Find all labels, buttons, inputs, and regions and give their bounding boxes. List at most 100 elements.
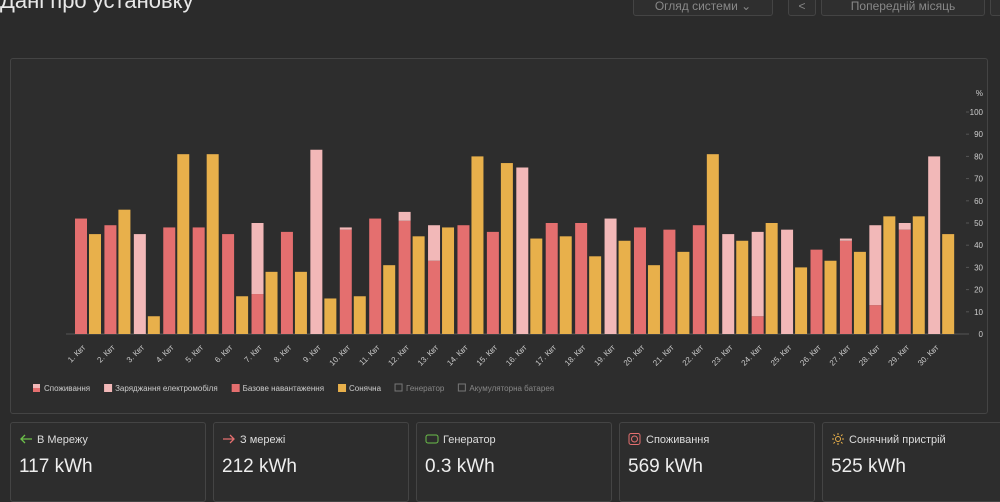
bar	[353, 296, 366, 334]
bar-segment	[751, 316, 764, 334]
legend-swatch	[33, 384, 40, 388]
view-select[interactable]: Огляд системи ⌄	[633, 0, 773, 16]
bar-segment	[692, 225, 705, 334]
x-tick-label: 2. Квт	[95, 343, 117, 365]
x-tick-label: 18. Квт	[563, 343, 588, 368]
x-tick-label: 23. Квт	[710, 343, 735, 368]
bar	[471, 156, 484, 334]
x-tick-label: 19. Квт	[592, 343, 617, 368]
bar	[530, 238, 543, 334]
x-tick-label: 1. Квт	[66, 343, 88, 365]
bar-segment	[133, 234, 146, 334]
bar-segment	[104, 225, 117, 334]
y-tick-label: 40	[974, 241, 983, 250]
bar	[265, 271, 278, 334]
x-tick-label: 11. Квт	[357, 343, 381, 367]
legend-swatch	[457, 383, 466, 392]
legend-swatch	[33, 388, 40, 392]
bar	[118, 209, 131, 334]
bar	[795, 267, 808, 334]
bar	[383, 265, 396, 334]
legend-label: Споживання	[44, 384, 90, 393]
bar	[442, 227, 455, 334]
x-tick-label: 29. Квт	[887, 343, 912, 368]
prev-button[interactable]: <	[788, 0, 816, 16]
legend-swatch	[104, 384, 113, 392]
bar-segment	[839, 238, 852, 241]
legend-label: Генератор	[406, 384, 445, 393]
bar	[177, 154, 190, 334]
period-button[interactable]: Попередній місяць	[821, 0, 985, 16]
x-tick-label: 21. Квт	[651, 343, 676, 368]
y-tick-label: 50	[974, 219, 983, 228]
x-tick-label: 17. Квт	[534, 343, 559, 368]
bar-segment	[339, 229, 352, 334]
y-tick-label: 20	[974, 286, 983, 295]
card-value: 0.3 kWh	[425, 456, 495, 477]
bar-segment	[633, 227, 646, 334]
bar-segment	[457, 225, 470, 334]
bar-segment	[369, 218, 382, 334]
bar	[912, 216, 925, 334]
bar-segment	[751, 231, 764, 317]
legend-swatch	[394, 383, 403, 392]
x-tick-label: 16. Квт	[504, 343, 529, 368]
bar-segment	[722, 234, 735, 334]
icon	[223, 434, 235, 444]
bar	[89, 234, 101, 334]
icon	[832, 433, 844, 445]
bar-segment	[310, 149, 323, 334]
bar-segment	[898, 223, 911, 230]
bar-segment	[163, 227, 176, 334]
bar-segment	[545, 223, 558, 334]
legend-item: Генератор	[394, 383, 445, 393]
y-tick-label: 80	[974, 152, 983, 161]
bar-segment	[516, 167, 529, 334]
x-tick-label: 3. Квт	[125, 343, 147, 365]
bar	[500, 163, 513, 334]
x-tick-label: 15. Квт	[475, 343, 500, 368]
card-value: 569 kWh	[628, 456, 703, 477]
x-tick-label: 6. Квт	[213, 343, 235, 365]
bar	[589, 256, 602, 334]
legend-swatch	[231, 384, 240, 392]
card-title: Сонячний пристрій	[849, 434, 946, 446]
next-button[interactable]	[990, 0, 1000, 16]
chart-panel: % 0 10 20 30 40 50 60 70 80 90 100 1. Квт 2. Квт 3. Кв…	[10, 58, 988, 414]
x-tick-label: 20. Квт	[622, 343, 647, 368]
bar-segment	[222, 234, 235, 334]
view-select-label: Огляд системи	[654, 0, 738, 13]
card: В Мережу 117 kWh	[10, 422, 206, 502]
bar	[559, 236, 572, 334]
x-tick-label: 13. Квт	[416, 343, 441, 368]
bar-segment	[339, 227, 352, 230]
x-tick-label: 22. Квт	[681, 343, 706, 368]
card-title: Генератор	[443, 434, 496, 446]
bar-segment	[869, 305, 882, 334]
x-tick-label: 14. Квт	[445, 343, 470, 368]
x-tick-label: 25. Квт	[769, 343, 794, 368]
bar-segment	[928, 156, 941, 334]
bar-segment	[192, 227, 205, 334]
bar	[147, 316, 160, 334]
bar-segment	[869, 225, 882, 306]
card: З мережі 212 kWh	[213, 422, 409, 502]
x-tick-label: 4. Квт	[154, 343, 176, 365]
bar	[824, 260, 837, 334]
bar	[883, 216, 896, 334]
icon	[20, 434, 32, 444]
x-tick-label: 8. Квт	[272, 343, 294, 365]
legend-label: Акумуляторна батарея	[469, 384, 554, 393]
bar	[324, 298, 337, 334]
bar-segment	[486, 231, 499, 334]
bar	[618, 240, 631, 334]
bar-segment	[810, 249, 823, 334]
bar-segment	[663, 229, 676, 334]
bar	[647, 265, 660, 334]
card-value: 117 kWh	[19, 456, 93, 477]
card: Сонячний пристрій 525 kWh	[822, 422, 1000, 502]
bar-segment	[251, 294, 264, 334]
y-tick-label: 30	[974, 263, 983, 272]
legend-label: Заряджання електромобіля	[115, 384, 218, 393]
bar-segment	[781, 229, 794, 334]
